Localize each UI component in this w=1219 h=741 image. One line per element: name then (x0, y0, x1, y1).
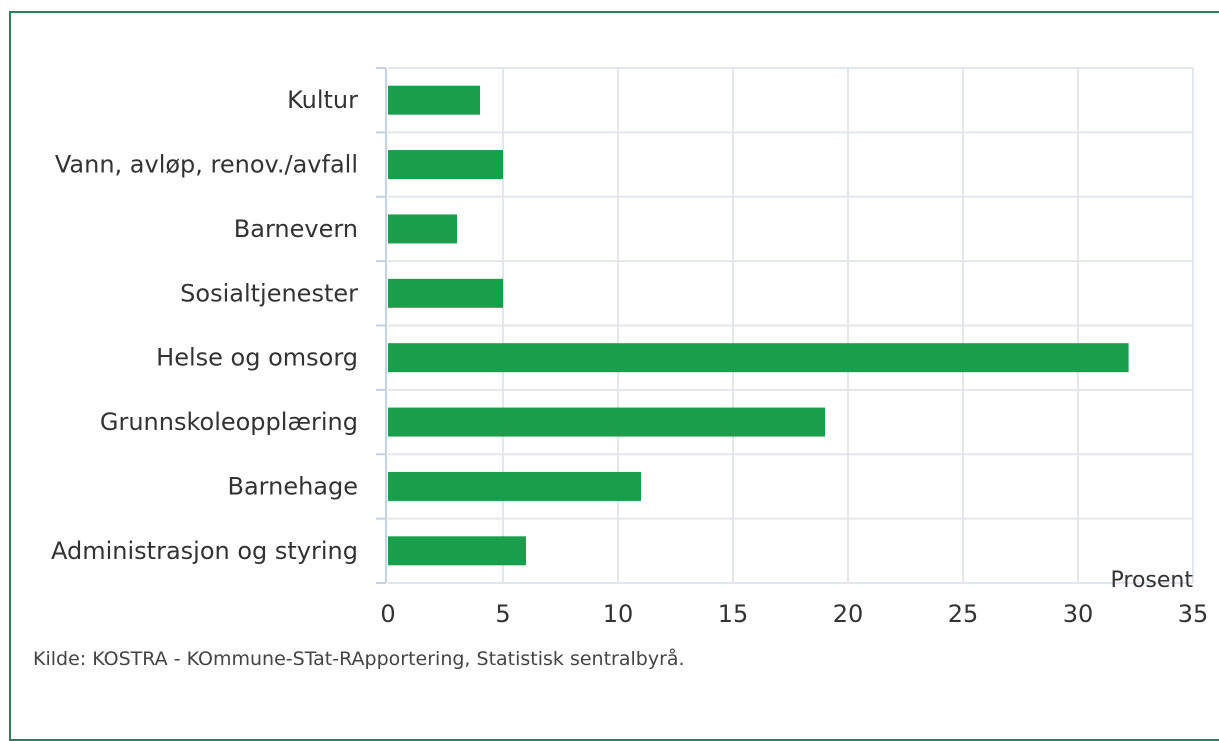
bar (388, 214, 457, 244)
axes (376, 67, 387, 584)
bar (388, 343, 1129, 373)
x-tick-label: 25 (948, 600, 979, 628)
bar (388, 536, 526, 566)
x-tick-label: 20 (833, 600, 864, 628)
bar-chart: Kultur Vann, avløp, renov./avfall Barnever… (51, 67, 1208, 628)
grid-lines (388, 67, 1194, 584)
category-label: Sosialtjenester (180, 279, 358, 307)
bar (388, 150, 503, 180)
bar (388, 85, 480, 115)
category-labels: Kultur Vann, avløp, renov./avfall Barnever… (51, 86, 358, 565)
category-label: Grunnskoleopplæring (100, 408, 358, 436)
x-tick-label: 35 (1178, 600, 1209, 628)
x-tick-label: 5 (495, 600, 510, 628)
bar (388, 278, 503, 308)
x-tick-labels: 0 5 10 15 20 25 30 35 (380, 600, 1208, 628)
category-label: Helse og omsorg (156, 344, 358, 372)
category-label: Barnevern (234, 215, 358, 243)
category-label: Vann, avløp, renov./avfall (55, 151, 358, 179)
category-label: Administrasjon og styring (51, 537, 358, 565)
x-tick-label: 0 (380, 600, 395, 628)
bar (388, 471, 641, 501)
x-tick-label: 30 (1063, 600, 1094, 628)
x-axis-title: Prosent (1111, 568, 1194, 593)
category-label: Kultur (287, 86, 358, 114)
source-note: Kilde: KOSTRA - KOmmune-STat-RApporterin… (33, 648, 685, 670)
bars (388, 85, 1129, 566)
bar (388, 407, 825, 437)
x-tick-label: 10 (603, 600, 634, 628)
x-tick-label: 15 (718, 600, 749, 628)
category-label: Barnehage (227, 472, 358, 500)
